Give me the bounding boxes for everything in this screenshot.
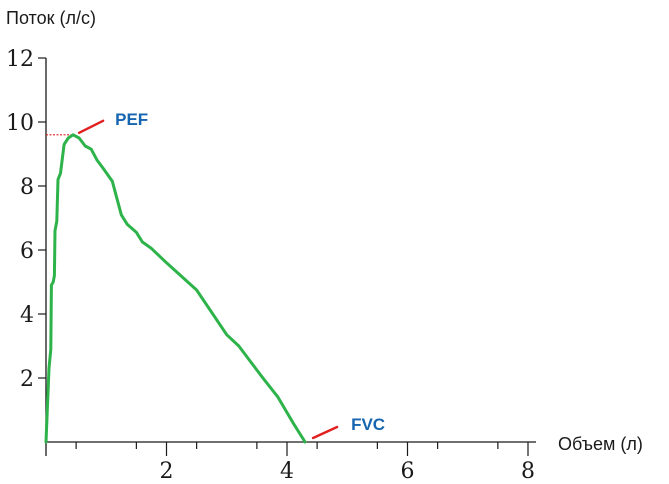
x-axis-ticks: 2 4 6 8 (160, 442, 535, 484)
y-tick-label: 6 (20, 239, 34, 264)
x-tick-label: 2 (160, 459, 174, 484)
x-tick-label: 4 (280, 459, 294, 484)
annotations: PEF FVC (77, 110, 385, 440)
flow-volume-curve (44, 133, 307, 444)
y-tick-label: 12 (6, 47, 34, 72)
annotation-label-pef: PEF (115, 110, 148, 129)
x-minor-ticks (75, 442, 499, 449)
y-tick-label: 10 (6, 111, 34, 136)
annotation-pointer (311, 425, 339, 440)
x-tick-label: 8 (521, 459, 535, 484)
annotation-label-fvc: FVC (351, 415, 385, 434)
y-tick-label: 4 (20, 303, 34, 328)
y-tick-label: 8 (20, 175, 34, 200)
y-axis-ticks: 2 4 6 8 10 12 (6, 47, 46, 392)
x-tick-label: 6 (401, 459, 415, 484)
y-axis-title: Поток (л/с) (6, 8, 96, 28)
y-tick-label: 2 (20, 367, 34, 392)
annotation-pointer (77, 119, 105, 135)
x-axis-title: Объем (л) (558, 434, 643, 454)
